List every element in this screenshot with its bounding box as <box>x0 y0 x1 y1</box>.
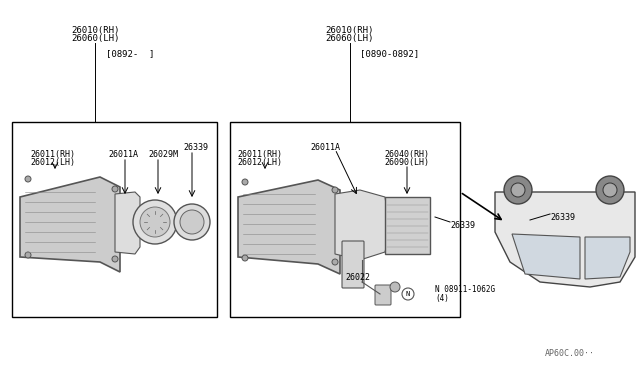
Polygon shape <box>585 237 630 279</box>
Text: 26040(RH): 26040(RH) <box>384 150 429 158</box>
Text: 26339: 26339 <box>550 212 575 221</box>
Text: 26011A: 26011A <box>310 142 340 151</box>
Bar <box>230 122 460 317</box>
FancyBboxPatch shape <box>342 241 364 288</box>
Circle shape <box>174 204 210 240</box>
FancyBboxPatch shape <box>375 285 391 305</box>
Bar <box>12 122 217 317</box>
Circle shape <box>180 210 204 234</box>
Text: 26010(RH): 26010(RH) <box>71 26 119 35</box>
Text: 26011(RH): 26011(RH) <box>237 150 282 158</box>
Circle shape <box>332 187 338 193</box>
Text: 26339: 26339 <box>450 221 475 230</box>
Circle shape <box>511 183 525 197</box>
Polygon shape <box>495 192 635 287</box>
Text: 26029M: 26029M <box>148 150 178 158</box>
Polygon shape <box>238 180 340 274</box>
Text: 26010(RH): 26010(RH) <box>326 26 374 35</box>
Circle shape <box>112 256 118 262</box>
Circle shape <box>332 259 338 265</box>
Circle shape <box>402 288 414 300</box>
Polygon shape <box>20 177 120 272</box>
Text: 26060(LH): 26060(LH) <box>71 33 119 42</box>
Text: 26060(LH): 26060(LH) <box>326 33 374 42</box>
Text: AP60C.00··: AP60C.00·· <box>545 350 595 359</box>
Polygon shape <box>335 190 390 260</box>
Text: 26011A: 26011A <box>108 150 138 158</box>
Text: 26012(LH): 26012(LH) <box>237 157 282 167</box>
Circle shape <box>133 200 177 244</box>
Text: 26012(LH): 26012(LH) <box>30 157 75 167</box>
Circle shape <box>390 282 400 292</box>
Circle shape <box>504 176 532 204</box>
Circle shape <box>25 252 31 258</box>
Text: N: N <box>406 291 410 297</box>
Text: (4): (4) <box>435 295 449 304</box>
Text: 26339: 26339 <box>183 142 208 151</box>
Circle shape <box>242 179 248 185</box>
Text: 26090(LH): 26090(LH) <box>384 157 429 167</box>
Circle shape <box>140 207 170 237</box>
Circle shape <box>242 255 248 261</box>
Text: 26022: 26022 <box>345 273 370 282</box>
Circle shape <box>603 183 617 197</box>
Polygon shape <box>512 234 580 279</box>
Polygon shape <box>115 192 140 254</box>
Circle shape <box>596 176 624 204</box>
Text: N 08911-1062G: N 08911-1062G <box>435 285 495 295</box>
Text: [0890-0892]: [0890-0892] <box>360 49 420 58</box>
Polygon shape <box>385 197 430 254</box>
Circle shape <box>112 186 118 192</box>
Text: 26011(RH): 26011(RH) <box>30 150 75 158</box>
Circle shape <box>25 176 31 182</box>
Text: [0892-  ]: [0892- ] <box>106 49 154 58</box>
